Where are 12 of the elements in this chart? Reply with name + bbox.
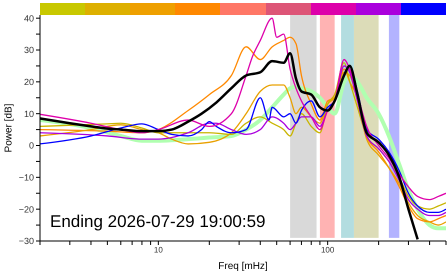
y-tick-label: 40 [24, 13, 34, 24]
annotation: Ending 2026-07-29 19:00:59 [50, 212, 266, 232]
y-tick-label: −10 [18, 172, 34, 183]
x-tick-label: 100 [320, 246, 335, 255]
y-tick-label: −20 [18, 204, 34, 214]
y-tick-label: 20 [24, 77, 34, 88]
y-axis-title: Power [dB] [4, 103, 15, 152]
x-axis-title: Freq [mHz] [218, 261, 268, 271]
y-tick-label: 0 [28, 140, 34, 151]
y-tick-label: −30 [18, 236, 34, 246]
y-tick-label: 30 [24, 45, 34, 56]
y-tick-label: 10 [24, 108, 34, 119]
